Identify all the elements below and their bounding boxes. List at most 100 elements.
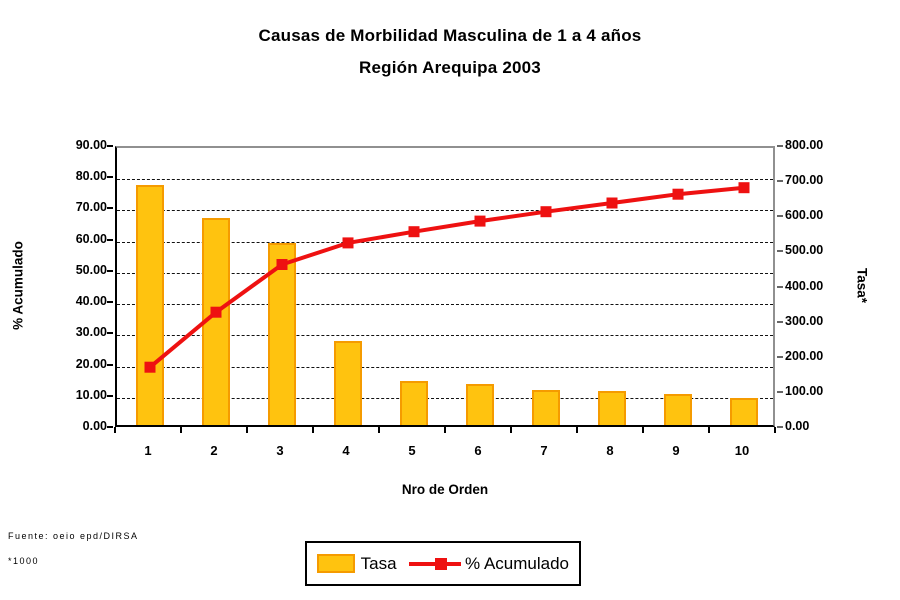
left-tick-label: 60.00 (75, 231, 107, 246)
tasa-bar (598, 391, 626, 425)
bottom-tick-mark (312, 427, 314, 433)
left-tick-mark (107, 269, 113, 272)
x-axis-title: Nro de Orden (401, 482, 489, 497)
gridline (117, 397, 773, 399)
x-tick-label: 2 (210, 443, 218, 458)
right-tick-label: 600.00 (785, 208, 824, 223)
x-tick-label: 3 (276, 443, 284, 458)
right-tick-label: 0.00 (785, 419, 810, 433)
x-tick-label: 7 (540, 443, 548, 458)
gridline (117, 210, 773, 212)
chart-title-line2: Región Arequipa 2003 (359, 58, 541, 77)
legend: Tasa % Acumulado (305, 541, 581, 586)
left-tick-mark (107, 145, 113, 147)
gridline (117, 304, 773, 306)
tasa-bar (532, 389, 560, 425)
bottom-tick-mark (444, 427, 446, 433)
left-tick-mark (107, 207, 113, 210)
tasa-bar (466, 384, 494, 425)
bottom-tick-mark (708, 427, 710, 433)
left-tick-mark (107, 363, 113, 366)
gridline (117, 366, 773, 368)
bottom-tick-mark (180, 427, 182, 433)
left-tick-label: 10.00 (75, 387, 107, 402)
x-tick-label: 10 (734, 443, 750, 458)
left-tick-mark (107, 332, 113, 335)
right-tick-mark (777, 390, 783, 393)
acumulado-marker (540, 206, 552, 218)
tasa-bar (400, 381, 428, 425)
right-tick-label: 800.00 (785, 138, 824, 152)
acumulado-legend-line (408, 557, 462, 570)
right-tick-mark (777, 285, 783, 288)
x-tick-label: 8 (606, 443, 614, 458)
left-tick-mark (107, 394, 113, 397)
bottom-tick-mark (774, 427, 776, 433)
tasa-legend-label: Tasa (360, 553, 397, 573)
gridline (117, 335, 773, 337)
left-tick-label: 30.00 (75, 325, 107, 340)
tasa-bar (136, 184, 164, 425)
right-tick-mark (777, 355, 783, 358)
right-tick-mark (777, 180, 783, 183)
x-tick-label: 6 (474, 443, 482, 458)
acumulado-marker (606, 197, 618, 209)
left-tick-label: 0.00 (82, 419, 107, 433)
tasa-bar (730, 397, 758, 425)
plot-area (115, 146, 775, 427)
acumulado-marker (144, 361, 156, 373)
left-tick-mark (107, 426, 113, 428)
x-tick-label: 1 (144, 443, 152, 458)
legend-marker-icon (434, 557, 447, 570)
right-tick-mark (777, 145, 783, 147)
left-tick-label: 80.00 (75, 169, 107, 184)
right-tick-label: 700.00 (785, 173, 824, 188)
gridline (117, 241, 773, 243)
source-note: Fuente: oeio epd/DIRSA (8, 531, 139, 541)
acumulado-marker (408, 226, 420, 238)
right-tick-label: 200.00 (785, 348, 824, 363)
left-tick-label: 70.00 (75, 200, 107, 215)
right-tick-label: 300.00 (785, 313, 824, 328)
bottom-tick-mark (378, 427, 380, 433)
left-tick-label: 90.00 (75, 138, 107, 152)
left-tick-label: 20.00 (75, 356, 107, 371)
acumulado-line (144, 182, 750, 373)
acumulado-marker (474, 215, 486, 227)
tasa-bar (334, 341, 362, 425)
left-tick-mark (107, 301, 113, 304)
left-tick-mark (107, 176, 113, 179)
acumulado-marker (672, 188, 684, 200)
x-tick-label: 4 (342, 443, 350, 458)
bottom-tick-mark (576, 427, 578, 433)
rate-note: *1000 (8, 556, 40, 566)
left-axis-title: % Acumulado (10, 241, 26, 330)
left-tick-mark (107, 238, 113, 241)
chart-title-line1: Causas de Morbilidad Masculina de 1 a 4 … (258, 26, 642, 45)
acumulado-marker (210, 306, 222, 318)
acumulado-polyline (148, 185, 745, 369)
acumulado-legend-label: % Acumulado (465, 553, 569, 573)
bottom-tick-mark (114, 427, 116, 433)
right-tick-label: 500.00 (785, 243, 824, 258)
bottom-tick-mark (642, 427, 644, 433)
tasa-legend-swatch (317, 554, 355, 573)
acumulado-marker (342, 237, 354, 249)
gridline (117, 179, 773, 181)
right-axis-title: Tasa* (854, 267, 870, 304)
right-tick-mark (777, 250, 783, 253)
right-tick-mark (777, 320, 783, 323)
right-tick-mark (777, 215, 783, 218)
bottom-tick-mark (510, 427, 512, 433)
gridline (117, 272, 773, 274)
right-tick-label: 400.00 (785, 278, 824, 293)
bottom-tick-mark (246, 427, 248, 433)
left-tick-label: 40.00 (75, 294, 107, 309)
acumulado-marker (738, 182, 750, 194)
acumulado-marker (276, 259, 288, 270)
left-tick-label: 50.00 (75, 262, 107, 277)
x-tick-label: 5 (408, 443, 416, 458)
right-tick-label: 100.00 (785, 383, 824, 398)
tasa-bar (664, 394, 692, 425)
